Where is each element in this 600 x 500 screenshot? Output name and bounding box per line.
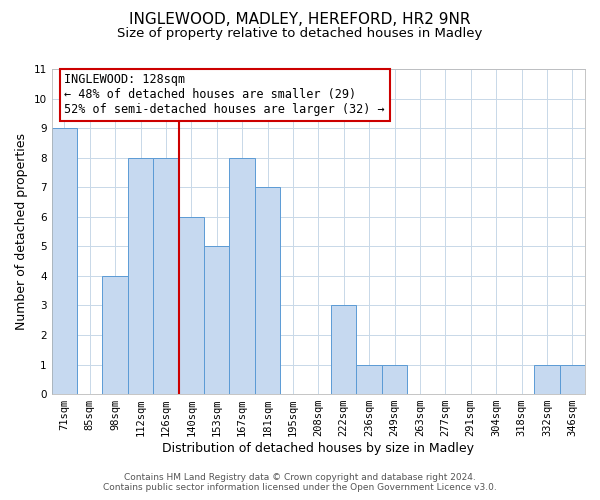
Bar [255,187,280,394]
Bar [331,306,356,394]
Bar [534,364,560,394]
Bar [382,364,407,394]
Bar [153,158,179,394]
Bar [52,128,77,394]
Bar [356,364,382,394]
X-axis label: Distribution of detached houses by size in Madley: Distribution of detached houses by size … [163,442,475,455]
Text: Size of property relative to detached houses in Madley: Size of property relative to detached ho… [118,28,482,40]
Bar [204,246,229,394]
Text: INGLEWOOD, MADLEY, HEREFORD, HR2 9NR: INGLEWOOD, MADLEY, HEREFORD, HR2 9NR [129,12,471,28]
Bar [103,276,128,394]
Bar [560,364,585,394]
Text: Contains HM Land Registry data © Crown copyright and database right 2024.
Contai: Contains HM Land Registry data © Crown c… [103,473,497,492]
Y-axis label: Number of detached properties: Number of detached properties [15,133,28,330]
Bar [128,158,153,394]
Bar [179,217,204,394]
Text: INGLEWOOD: 128sqm
← 48% of detached houses are smaller (29)
52% of semi-detached: INGLEWOOD: 128sqm ← 48% of detached hous… [64,74,385,116]
Bar [229,158,255,394]
